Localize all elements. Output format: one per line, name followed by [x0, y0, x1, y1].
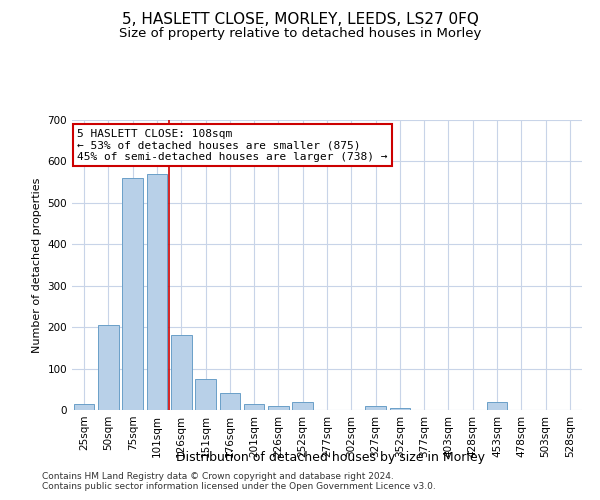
Text: Contains public sector information licensed under the Open Government Licence v3: Contains public sector information licen…	[42, 482, 436, 491]
Bar	[146, 174, 167, 410]
Text: Distribution of detached houses by size in Morley: Distribution of detached houses by size …	[176, 451, 485, 464]
Text: Contains HM Land Registry data © Crown copyright and database right 2024.: Contains HM Land Registry data © Crown c…	[42, 472, 394, 481]
Text: 5, HASLETT CLOSE, MORLEY, LEEDS, LS27 0FQ: 5, HASLETT CLOSE, MORLEY, LEEDS, LS27 0F…	[122, 12, 478, 28]
Bar	[292, 402, 313, 410]
Bar	[74, 404, 94, 410]
Bar	[389, 408, 410, 410]
Bar	[487, 402, 508, 410]
Bar	[98, 325, 119, 410]
Bar	[195, 379, 216, 410]
Bar	[122, 178, 143, 410]
Bar	[365, 406, 386, 410]
Bar	[268, 406, 289, 410]
Bar	[220, 394, 240, 410]
Text: Size of property relative to detached houses in Morley: Size of property relative to detached ho…	[119, 28, 481, 40]
Bar	[244, 404, 265, 410]
Bar	[171, 336, 191, 410]
Text: 5 HASLETT CLOSE: 108sqm
← 53% of detached houses are smaller (875)
45% of semi-d: 5 HASLETT CLOSE: 108sqm ← 53% of detache…	[77, 128, 388, 162]
Y-axis label: Number of detached properties: Number of detached properties	[32, 178, 42, 352]
